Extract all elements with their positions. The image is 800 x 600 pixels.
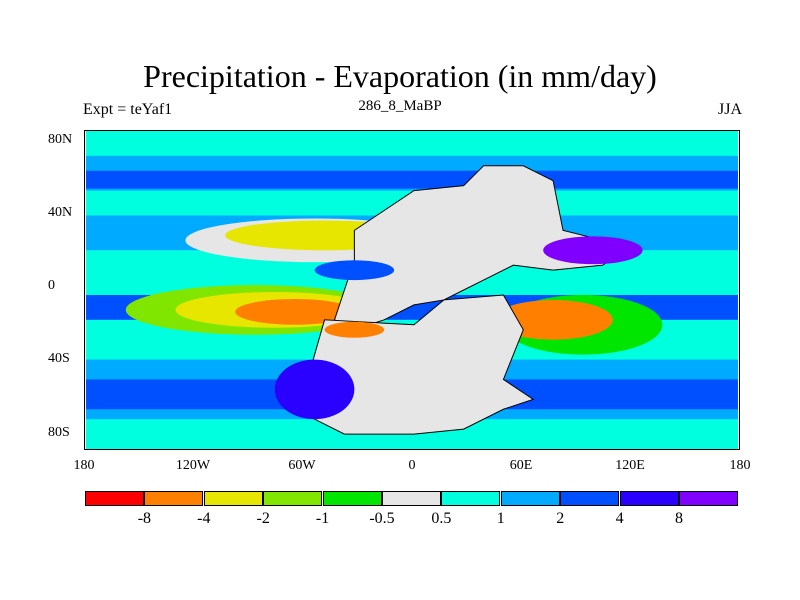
- map-panel: [84, 130, 740, 450]
- lat-tick-40n: 40N: [48, 205, 73, 220]
- colorbar-label: 0.5: [431, 510, 452, 527]
- colorbar-box: [619, 491, 679, 506]
- colorbar-label: 4: [615, 510, 624, 527]
- colorbar-label: 8: [675, 510, 683, 527]
- colorbar-box: [441, 491, 501, 506]
- colorbar-box: [500, 491, 560, 506]
- colorbar-label: 1: [496, 510, 505, 527]
- colorbar-box: [85, 491, 144, 506]
- lat-tick-80s: 80S: [48, 425, 70, 440]
- zone-wet-asia: [543, 236, 643, 265]
- lat-tick-0: 0: [48, 278, 55, 293]
- colorbar-box: [382, 491, 441, 506]
- lon-tick-120e: 120E: [615, 458, 645, 473]
- zone-land-dry: [324, 321, 385, 338]
- colorbar-label: -2: [256, 510, 270, 527]
- zone-wet-south: [274, 359, 355, 420]
- lon-tick-60e: 60E: [509, 458, 533, 473]
- lon-tick-60w: 60W: [288, 458, 316, 473]
- season-label: JJA: [717, 101, 742, 118]
- colorbar-box: [679, 491, 738, 506]
- colorbar-label: 2: [556, 510, 565, 527]
- lon-tick-0: 0: [408, 458, 416, 473]
- colorbar-label: -1: [315, 510, 330, 527]
- zone-wet-equator: [314, 260, 395, 281]
- colorbar-label: -0.5: [369, 510, 395, 527]
- colorbar-box: [263, 491, 323, 506]
- band-north-4: [86, 170, 738, 189]
- period-label: 286_8_MaBP: [358, 98, 442, 114]
- lon-tick-120w: 120W: [175, 458, 211, 473]
- colorbar-label: -4: [197, 510, 211, 527]
- lon-tick-180e: 180: [729, 458, 751, 473]
- lon-tick-180w: 180: [73, 458, 95, 473]
- colorbar-box: [322, 491, 382, 506]
- lat-tick-80n: 80N: [48, 132, 73, 147]
- colorbar-label: -8: [137, 510, 152, 527]
- lat-tick-40s: 40S: [48, 351, 70, 366]
- zone-dry-s3: [235, 298, 355, 325]
- experiment-label: Expt = teYaf1: [83, 101, 173, 118]
- colorbar-box: [203, 491, 263, 506]
- plot-title: Precipitation - Evaporation (in mm/day): [143, 58, 657, 94]
- colorbar-box: [560, 491, 620, 506]
- colorbar-box: [144, 491, 204, 506]
